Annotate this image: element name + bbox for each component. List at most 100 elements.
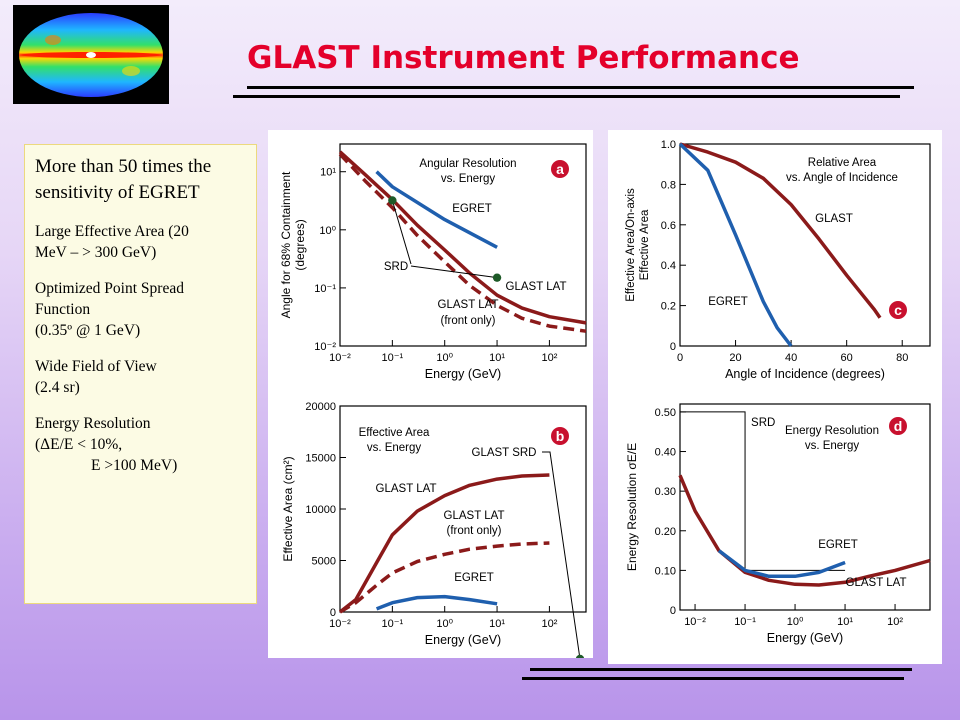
feature-energy-resolution: Energy Resolution (ΔE/E < 10%, E >100 Me…	[35, 413, 250, 476]
egret-label: EGRET	[452, 203, 492, 215]
glast-lat-front-label: GLAST LAT	[444, 510, 505, 522]
panel-badge-letter: b	[556, 428, 565, 444]
x-tick-label: 10¹	[489, 352, 505, 364]
panel-badge-circle	[889, 301, 907, 319]
effective-area-chart: 10⁻² 10⁻¹ 10⁰ 10¹ 10² 0 5000 10000 15000 20000 Ene…	[281, 401, 587, 658]
x-tick-label: 10⁰	[436, 618, 453, 630]
sensitivity-claim: More than 50 times the sensitivity of EG…	[35, 156, 212, 203]
x-tick-label: 10⁰	[787, 616, 804, 628]
y-axis-label: Effective Area (cm²)	[281, 456, 295, 561]
x-tick-label: 10¹	[837, 616, 853, 628]
feature-field-of-view: Wide Field of View (2.4 sr)	[35, 356, 250, 398]
y-tick-label: 1.0	[661, 139, 676, 151]
y-tick-label: 0.6	[661, 220, 676, 232]
chart-panel-right: 0 20 40 60 80 0 0.2 0.4 0.6 0.8 1.0 Angle of Incide…	[608, 130, 942, 664]
y-tick-label: 10⁻¹	[314, 283, 336, 295]
egret-label: EGRET	[708, 296, 748, 308]
srd-leader-line	[542, 451, 581, 658]
series-line-glast-lat-front-only-	[338, 152, 587, 333]
x-axis-label: Energy (GeV)	[425, 367, 501, 381]
series-line-egret	[375, 594, 498, 611]
chart-title: Relative Area	[808, 157, 877, 169]
x-tick-label: 10²	[541, 618, 557, 630]
egret-label: EGRET	[818, 539, 858, 551]
y-tick-label: 0	[670, 605, 676, 617]
feature-line: (2.4 sr)	[35, 379, 80, 396]
x-tick-label: 20	[729, 352, 741, 364]
chart-panel-left: 10⁻² 10⁻¹ 10⁰ 10¹ 10² 10⁻² 10⁻¹ 10⁰ 10¹ Energy (G…	[268, 130, 593, 658]
y-axis-label: Energy Resolution σE/E	[625, 443, 639, 571]
y-tick-label: 10⁻²	[314, 341, 336, 353]
series-line-glast-lat	[678, 474, 931, 587]
glast-label: GLAST	[815, 213, 853, 225]
y-axis-label-unit: (degrees)	[293, 219, 307, 270]
chart-title: Effective Area	[359, 427, 430, 439]
glast-lat-label: GLAST LAT	[846, 577, 907, 589]
feature-line: Optimized Point Spread	[35, 280, 184, 297]
glast-lat-label: GLAST LAT	[376, 483, 437, 495]
title-underline-1	[247, 86, 914, 89]
feature-line: Energy Resolution	[35, 415, 151, 432]
panel-badge-letter: c	[894, 302, 902, 318]
x-tick-label: 10⁻²	[329, 618, 351, 630]
y-tick-label: 0	[670, 341, 676, 353]
x-tick-label: 10²	[541, 352, 557, 364]
plot-frame	[679, 143, 931, 347]
srd-requirement-outline	[680, 411, 846, 571]
series-line-glast-lat	[338, 473, 550, 614]
chart-title-line2: vs. Angle of Incidence	[786, 172, 898, 184]
x-axis-label: Energy (GeV)	[767, 631, 843, 645]
y-axis-label-line2: Effective Area	[639, 209, 651, 280]
x-tick-label: 0	[677, 352, 683, 364]
plot-frame	[339, 143, 587, 347]
y-tick-label: 0.50	[655, 407, 676, 419]
chart-title: Angular Resolution	[419, 158, 516, 170]
series-line-egret	[375, 170, 498, 249]
y-tick-label: 0.2	[661, 301, 676, 313]
srd-marker	[575, 654, 585, 658]
srd-leader-line	[391, 200, 412, 265]
x-tick-label: 10⁻²	[684, 616, 706, 628]
srd-label: SRD	[751, 417, 775, 429]
y-tick-label: 20000	[305, 401, 336, 413]
y-tick-label: 10⁰	[319, 225, 336, 237]
feature-line: E >100 MeV)	[91, 457, 178, 474]
x-axis-label: Energy (GeV)	[425, 633, 501, 647]
y-tick-label: 0.4	[661, 260, 676, 272]
y-tick-label: 0.20	[655, 526, 676, 538]
panel-badge-circle	[551, 427, 569, 445]
feature-line: Function	[35, 301, 91, 318]
srd-leader-line	[410, 265, 498, 279]
x-tick-label: 10⁻²	[329, 352, 351, 364]
glast-lat-label: GLAST LAT	[506, 281, 567, 293]
egret-sky-map-logo	[13, 5, 169, 104]
chart-title-line2: vs. Energy	[367, 442, 422, 454]
chart-title-line2: vs. Energy	[441, 173, 496, 185]
panel-badge-circle	[889, 417, 907, 435]
srd-label: SRD	[384, 261, 408, 273]
feature-line: (0.35º @ 1 GeV)	[35, 322, 141, 339]
feature-line: MeV – > 300 GeV)	[35, 244, 157, 261]
y-tick-label: 0.8	[661, 179, 676, 191]
egret-label: EGRET	[454, 572, 494, 584]
feature-line: Large Effective Area (20	[35, 223, 189, 240]
feature-effective-area: Large Effective Area (20 MeV – > 300 GeV…	[35, 221, 250, 263]
x-tick-label: 80	[896, 352, 908, 364]
panel-badge-letter: d	[894, 418, 903, 434]
y-axis-label-group: Angle for 68% Containment (degrees)	[279, 171, 307, 318]
y-tick-label: 5000	[312, 556, 336, 568]
x-tick-label: 40	[785, 352, 797, 364]
y-tick-label: 15000	[305, 453, 336, 465]
panel-badge-circle	[551, 160, 569, 178]
y-tick-label: 0.30	[655, 486, 676, 498]
y-tick-label: 0.40	[655, 447, 676, 459]
x-tick-label: 10⁻¹	[381, 618, 403, 630]
y-tick-label: 10¹	[320, 167, 336, 179]
x-tick-label: 60	[841, 352, 853, 364]
x-tick-label: 10²	[887, 616, 903, 628]
angular-resolution-chart: 10⁻² 10⁻¹ 10⁰ 10¹ 10² 10⁻² 10⁻¹ 10⁰ 10¹ Energy (G…	[279, 143, 587, 381]
x-tick-label: 10⁻¹	[381, 352, 403, 364]
relative-area-chart: 0 20 40 60 80 0 0.2 0.4 0.6 0.8 1.0 Angle of Incide…	[625, 139, 931, 381]
y-axis-label: Effective Area/On-axis	[625, 188, 637, 302]
y-tick-label: 10000	[305, 504, 336, 516]
